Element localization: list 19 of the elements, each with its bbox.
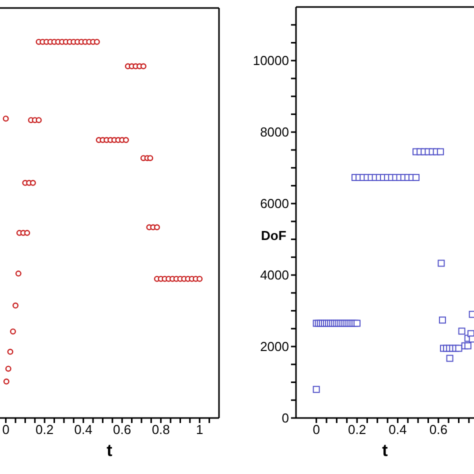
x-tick-label: 0.2 [36, 422, 54, 438]
x-tick-label: 0 [312, 422, 320, 438]
x-axis-title: t [106, 441, 113, 460]
y-tick-label: 2000 [260, 339, 289, 354]
x-axis-title: t [382, 441, 388, 460]
y-tick-label: 4000 [260, 268, 289, 283]
y-tick-label: 0 [282, 410, 289, 426]
x-tick-label: 0.8 [152, 422, 170, 438]
y-axis-title: DoF [261, 228, 286, 243]
x-tick-label: 1 [196, 422, 204, 438]
x-tick-label: 0.2 [348, 422, 366, 438]
x-tick-label: 0.4 [74, 422, 92, 438]
x-tick-label: 0.4 [388, 422, 407, 438]
x-tick-label: 0.6 [113, 422, 132, 438]
x-tick-label: 0.6 [429, 422, 448, 438]
y-tick-label: 8000 [260, 124, 289, 140]
x-tick-label: 0 [2, 422, 10, 438]
y-tick-label: 10000 [252, 53, 289, 68]
y-tick-label: 6000 [260, 196, 289, 212]
